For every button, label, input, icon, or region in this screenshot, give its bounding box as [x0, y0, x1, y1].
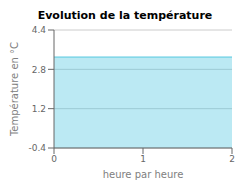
svg-text:1: 1: [140, 154, 146, 164]
svg-text:2.8: 2.8: [32, 65, 47, 75]
svg-text:2: 2: [229, 154, 235, 164]
svg-text:1.2: 1.2: [32, 104, 46, 114]
html-text:Evolution de la température: Evolution de la température: [37, 9, 213, 22]
svg-text:-0.4: -0.4: [28, 143, 46, 153]
svg-text:Température en °C: Température en °C: [9, 42, 20, 137]
svg-text:0: 0: [51, 154, 57, 164]
svg-text:4.4: 4.4: [32, 25, 47, 35]
svg-text:heure par heure: heure par heure: [103, 169, 184, 180]
